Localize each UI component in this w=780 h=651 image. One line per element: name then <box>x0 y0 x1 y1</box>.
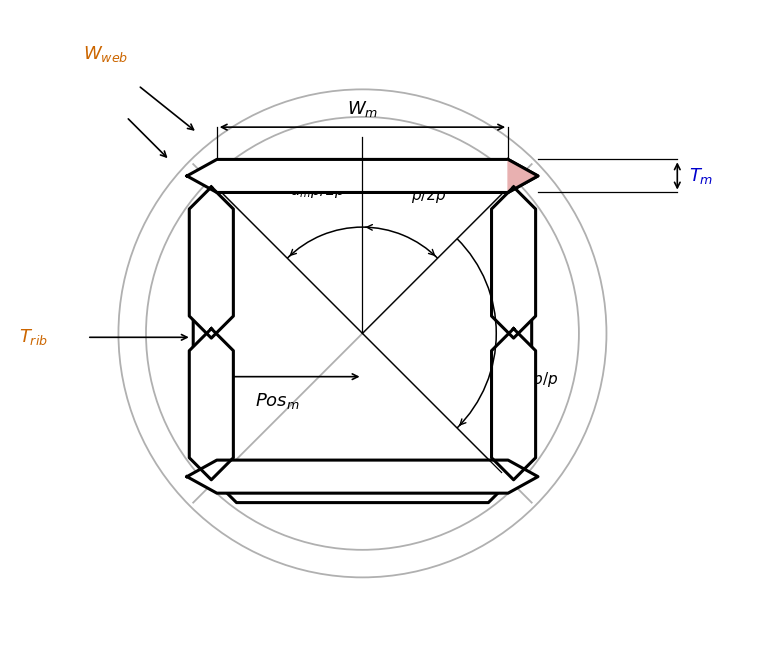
Text: $T_{rib}$: $T_{rib}$ <box>19 327 48 347</box>
Text: $a_{m2}p/p$: $a_{m2}p/p$ <box>505 370 558 389</box>
Polygon shape <box>491 187 536 338</box>
Text: $Pos_m$: $Pos_m$ <box>256 391 300 411</box>
Polygon shape <box>190 187 233 338</box>
Text: $T_m$: $T_m$ <box>689 166 714 186</box>
Text: $a_m p/2p$: $a_m p/2p$ <box>290 180 345 200</box>
Polygon shape <box>491 329 536 480</box>
Text: $W_{web}$: $W_{web}$ <box>83 44 128 64</box>
Polygon shape <box>508 159 538 193</box>
Polygon shape <box>187 159 538 193</box>
Text: $W_m$: $W_m$ <box>347 99 378 119</box>
Polygon shape <box>190 329 233 480</box>
Polygon shape <box>187 460 538 493</box>
Polygon shape <box>193 164 532 503</box>
Text: $p/2p$: $p/2p$ <box>411 186 446 205</box>
